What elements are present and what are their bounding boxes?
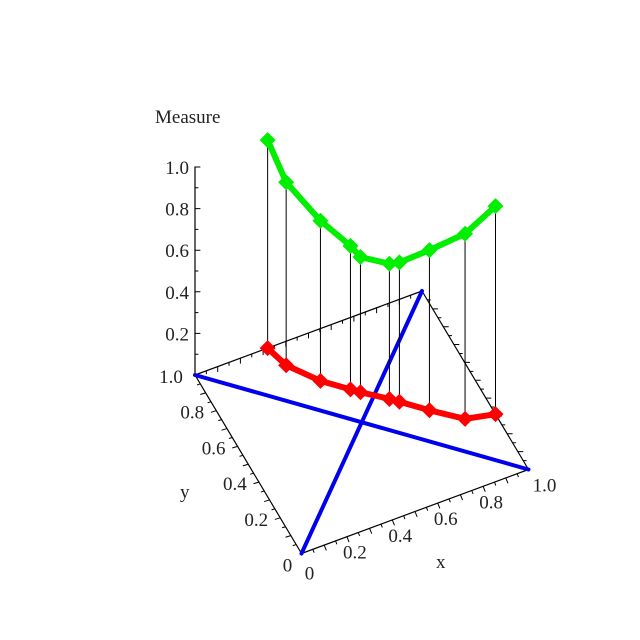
x-axis-label: x [436, 552, 446, 573]
y-tick [260, 490, 265, 493]
x-tick-label: 1.0 [533, 476, 557, 497]
red-marker [421, 402, 438, 419]
green-marker [312, 212, 329, 229]
x-tick-label: 0.8 [479, 492, 503, 513]
y-tick [218, 419, 223, 422]
z-tick-label: 0.6 [165, 241, 189, 262]
red-marker [487, 406, 504, 423]
y-tick [239, 454, 244, 457]
red-marker [312, 372, 329, 389]
y-tick [228, 436, 233, 439]
y-tick-label: 0 [283, 556, 293, 577]
green-series-line [264, 138, 498, 267]
x-tick [369, 527, 373, 534]
x-tick [516, 473, 519, 478]
green-marker [421, 242, 438, 259]
x-tick-label: 0.2 [343, 543, 367, 564]
green-marker [381, 255, 398, 272]
z-tick-label: 0.8 [165, 200, 189, 221]
blue-line-1 [193, 373, 531, 472]
green-marker [342, 237, 359, 254]
x-tick [335, 540, 338, 545]
x-tick [482, 485, 486, 492]
y-tick [271, 508, 276, 511]
x-tick [459, 494, 463, 501]
x-tick [448, 498, 451, 503]
z-tick-label: 1.0 [165, 158, 189, 179]
x-tick-label: 0.4 [388, 526, 412, 547]
z-axis-label: Measure [155, 107, 220, 128]
y-tick [292, 544, 297, 546]
y-tick [221, 428, 228, 431]
y-tick [250, 472, 255, 475]
y-tick [242, 463, 249, 467]
red-marker [391, 393, 408, 410]
red-series-line [265, 345, 496, 422]
x-tick [323, 544, 327, 551]
y-tick-label: 0.8 [180, 403, 204, 424]
x-tick [403, 515, 406, 520]
y-tick [285, 535, 292, 538]
y-tick-label: 0.4 [223, 474, 247, 495]
x-tick [493, 481, 497, 486]
green-marker [352, 249, 369, 266]
y-tick [282, 526, 287, 529]
x-tick [437, 502, 441, 509]
y-tick [196, 383, 201, 386]
y-tick-label: 0.6 [202, 438, 226, 459]
y-tick-label: 0.2 [244, 510, 268, 531]
y-tick [200, 392, 207, 395]
green-marker [457, 225, 474, 242]
red-marker [457, 410, 474, 427]
x-tick [391, 519, 395, 526]
red-marker [278, 357, 295, 374]
y-axis-label: y [180, 482, 190, 503]
x-tick [425, 506, 429, 511]
x-tick [414, 511, 418, 517]
green-marker [259, 132, 276, 149]
x-tick-label: 0 [305, 564, 315, 585]
y-tick [253, 481, 260, 485]
green-marker [391, 254, 408, 271]
y-tick [274, 517, 281, 520]
red-marker [352, 384, 369, 401]
x-tick [471, 490, 474, 494]
y-tick [207, 401, 212, 404]
green-marker [487, 198, 504, 215]
z-tick-label: 0.2 [165, 324, 189, 345]
y-tick [210, 410, 217, 413]
y-tick [264, 499, 271, 502]
x-tick [505, 477, 509, 484]
green-marker [278, 174, 295, 191]
red-marker [259, 340, 276, 357]
x-tick [380, 523, 383, 528]
x-tick [357, 532, 360, 536]
x-tick [346, 536, 350, 543]
x-tick-label: 0.6 [434, 509, 458, 530]
y-tick-label: 1.0 [159, 367, 183, 388]
x-tick [312, 548, 315, 553]
z-tick-label: 0.4 [165, 283, 189, 304]
y-tick [232, 445, 239, 449]
